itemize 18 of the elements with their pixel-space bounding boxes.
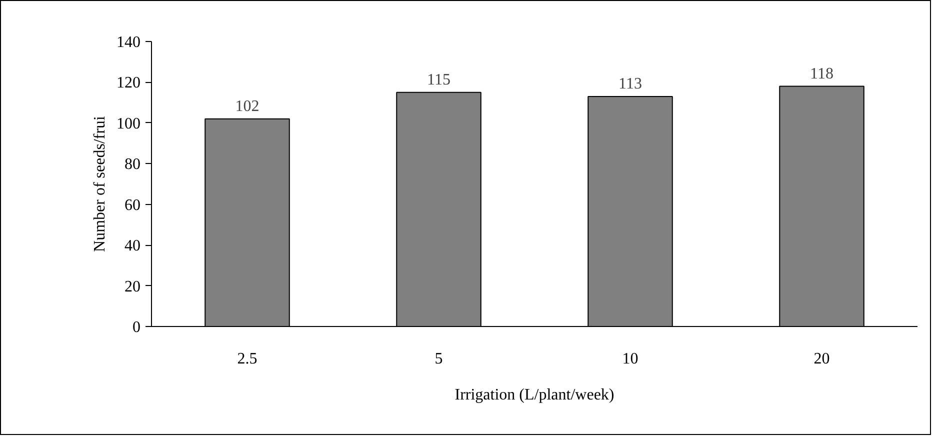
y-tick-label: 20	[124, 278, 140, 296]
x-tick-label: 5	[434, 350, 443, 368]
y-tick-label: 120	[116, 74, 140, 92]
y-axis-title: Number of seeds/frui	[92, 115, 108, 252]
data-label: 118	[810, 65, 834, 82]
y-tick-label: 80	[124, 156, 140, 174]
x-tick-label: 20	[814, 350, 830, 368]
y-tick-label: 60	[124, 196, 140, 214]
data-label: 115	[427, 71, 450, 88]
x-tick-label: 10	[622, 350, 638, 368]
data-label: 113	[618, 75, 642, 92]
y-tick-label: 0	[132, 319, 140, 336]
data-label: 102	[235, 98, 260, 115]
y-tick-label: 100	[116, 115, 140, 132]
x-tick-label: 2.5	[237, 350, 258, 368]
y-tick-label: 140	[116, 34, 140, 51]
y-tick-label: 40	[124, 238, 140, 255]
x-axis-title: Irrigation (L/plant/week)	[454, 386, 614, 404]
